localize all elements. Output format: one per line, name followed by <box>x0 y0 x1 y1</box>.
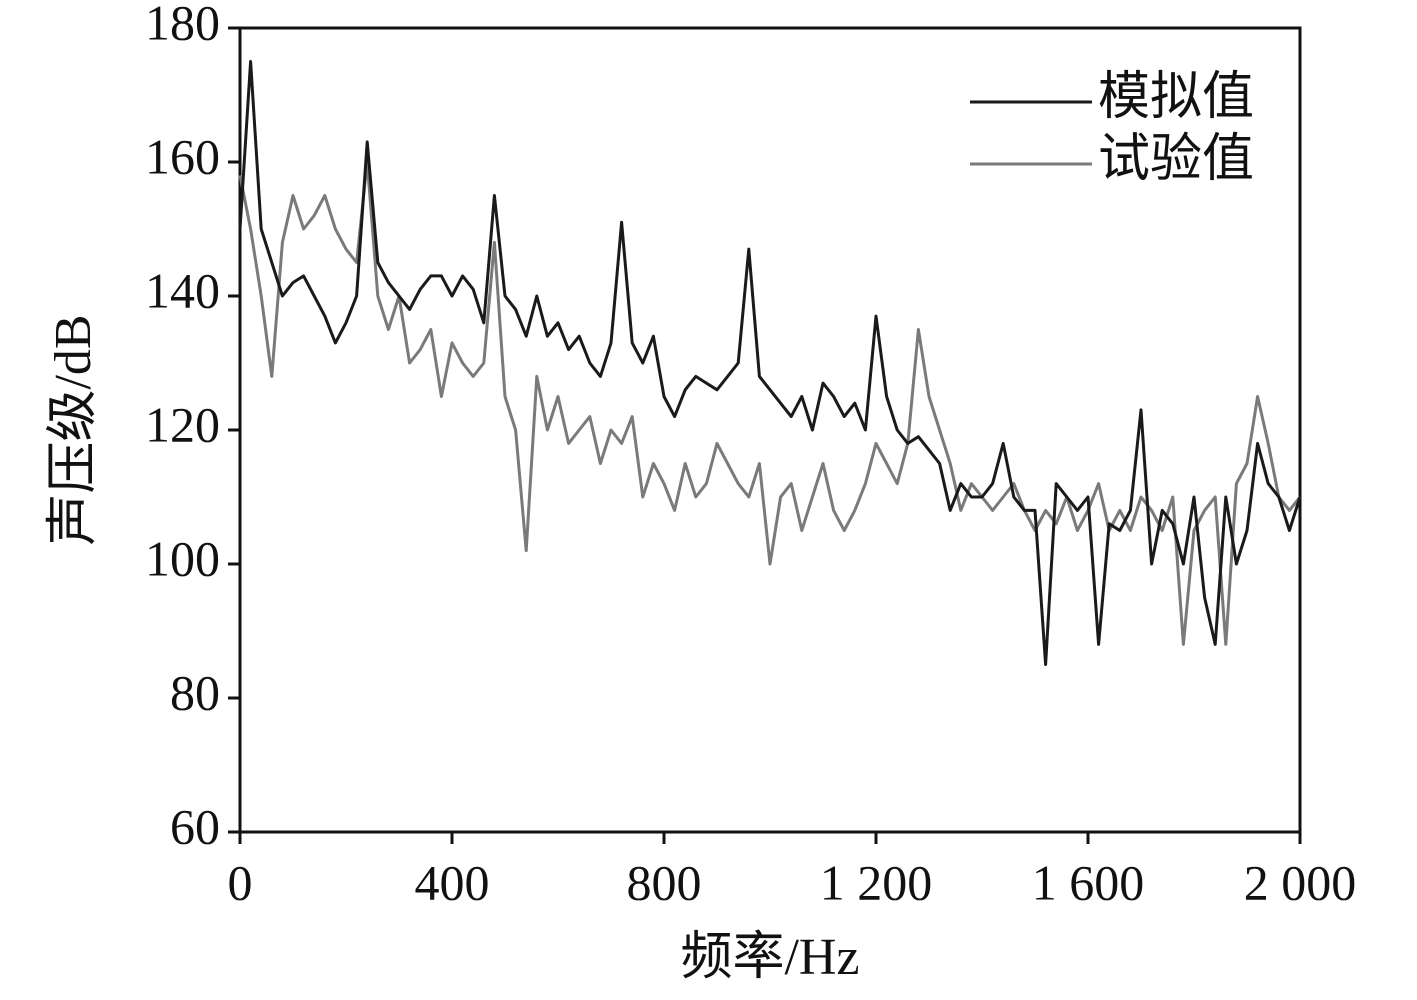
y-tick-label: 80 <box>170 664 220 720</box>
data-line <box>238 160 1302 646</box>
x-tick-label: 1 200 <box>820 854 933 910</box>
x-tick-label: 1 600 <box>1032 854 1145 910</box>
y-tick-label: 180 <box>145 0 220 50</box>
y-tick-label: 100 <box>145 530 220 586</box>
x-tick-label: 2 000 <box>1244 854 1357 910</box>
y-tick-label: 160 <box>145 128 220 184</box>
y-tick-label: 140 <box>145 262 220 318</box>
legend-label: 试验值 <box>1098 131 1254 188</box>
x-tick-label: 800 <box>627 854 702 910</box>
x-tick-label: 400 <box>415 854 490 910</box>
x-axis-title: 频率/Hz <box>680 929 859 986</box>
data-line <box>238 60 1302 666</box>
y-tick-label: 120 <box>145 396 220 452</box>
x-tick-label: 0 <box>228 854 253 910</box>
y-tick-label: 60 <box>170 798 220 854</box>
y-axis-title: 声压级/dB <box>45 314 102 545</box>
legend-label: 模拟值 <box>1098 69 1254 126</box>
